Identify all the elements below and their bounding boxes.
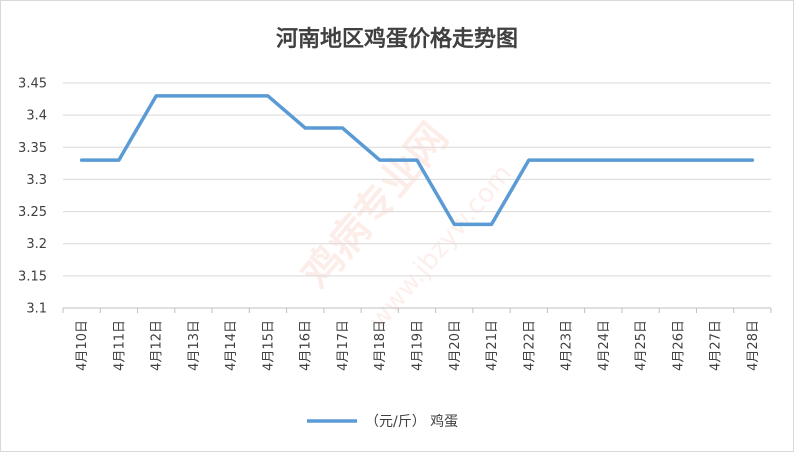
x-axis: 4月10日 4月11日 4月12日 4月13日 4月14日 4月15日 4月16日 4月17日… — [62, 307, 772, 371]
x-tick-label: 4月10日 — [75, 320, 90, 371]
x-tick-label: 4月24日 — [597, 320, 612, 371]
x-tick-label: 4月14日 — [224, 320, 239, 371]
x-tick-label: 4月23日 — [560, 320, 575, 371]
chart-title: 河南地区鸡蛋价格走势图 — [276, 26, 518, 52]
x-tick-label: 4月28日 — [746, 320, 761, 371]
x-tick-label: 4月16日 — [299, 320, 314, 371]
y-axis-ticks: 3.1 3.15 3.2 3.25 3.3 3.35 3.4 3.45 — [18, 77, 47, 317]
x-tick-label: 4月18日 — [373, 320, 388, 371]
series-lines — [79, 94, 755, 227]
x-tick-label: 4月19日 — [411, 320, 426, 371]
y-tick-label: 3.3 — [26, 173, 47, 188]
legend-label: （元/斤） 鸡蛋 — [365, 413, 458, 430]
x-tick-label: 4月12日 — [150, 320, 165, 371]
y-tick-label: 3.2 — [26, 237, 47, 252]
y-tick-label: 3.1 — [26, 302, 47, 317]
x-tick-label: 4月22日 — [522, 320, 537, 371]
x-tick-label: 4月15日 — [261, 320, 276, 371]
x-tick-label: 4月17日 — [336, 320, 351, 371]
y-tick-label: 3.15 — [18, 269, 47, 284]
x-tick-label: 4月25日 — [634, 320, 649, 371]
x-tick-label: 4月20日 — [448, 320, 463, 371]
x-tick-label: 4月26日 — [671, 320, 686, 371]
y-tick-label: 3.25 — [18, 205, 47, 220]
series-line — [79, 94, 755, 227]
x-tick-label: 4月11日 — [112, 320, 127, 371]
x-tick-label: 4月21日 — [485, 320, 500, 371]
y-tick-label: 3.45 — [18, 77, 47, 92]
legend: （元/斤） 鸡蛋 — [307, 413, 458, 430]
y-tick-label: 3.4 — [26, 109, 47, 124]
y-gridlines — [63, 82, 771, 277]
x-tick-label: 4月27日 — [709, 320, 724, 371]
x-tick-label: 4月13日 — [187, 320, 202, 371]
y-tick-label: 3.35 — [18, 141, 47, 156]
